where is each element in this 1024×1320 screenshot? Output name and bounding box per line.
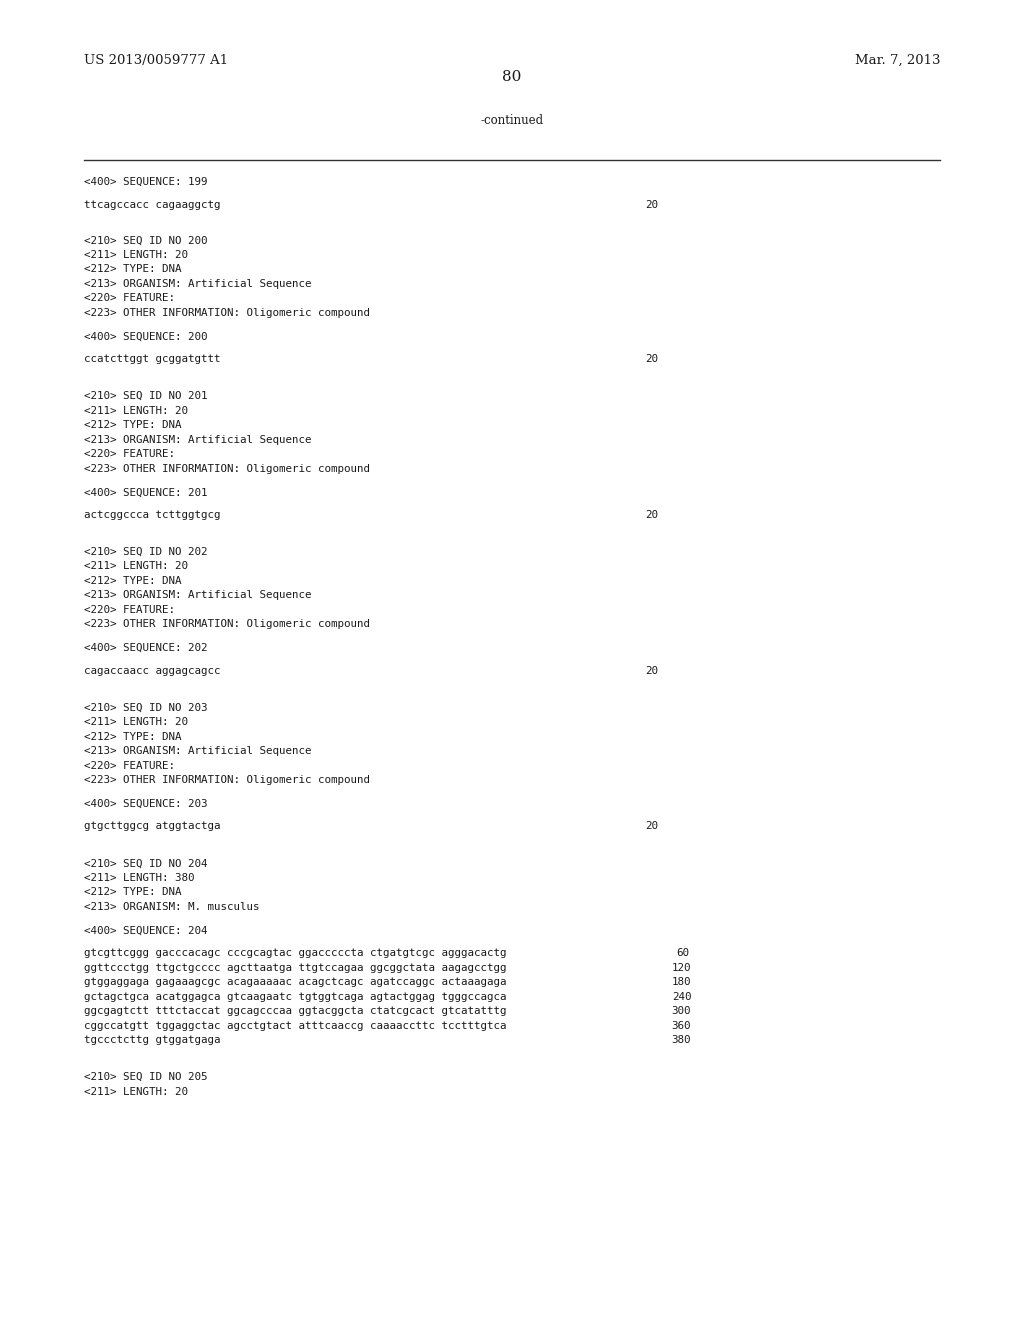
Text: <211> LENGTH: 380: <211> LENGTH: 380 [84,873,195,883]
Text: ccatcttggt gcggatgttt: ccatcttggt gcggatgttt [84,354,220,364]
Text: <212> TYPE: DNA: <212> TYPE: DNA [84,731,181,742]
Text: <220> FEATURE:: <220> FEATURE: [84,605,175,615]
Text: gtcgttcggg gacccacagc cccgcagtac ggacccccta ctgatgtcgc agggacactg: gtcgttcggg gacccacagc cccgcagtac ggacccc… [84,948,507,958]
Text: <213> ORGANISM: Artificial Sequence: <213> ORGANISM: Artificial Sequence [84,434,311,445]
Text: <211> LENGTH: 20: <211> LENGTH: 20 [84,1086,188,1097]
Text: 240: 240 [672,991,691,1002]
Text: -continued: -continued [480,114,544,127]
Text: 80: 80 [503,70,521,83]
Text: <223> OTHER INFORMATION: Oligomeric compound: <223> OTHER INFORMATION: Oligomeric comp… [84,308,370,318]
Text: gtggaggaga gagaaagcgc acagaaaaac acagctcagc agatccaggc actaaagaga: gtggaggaga gagaaagcgc acagaaaaac acagctc… [84,977,507,987]
Text: 120: 120 [672,962,691,973]
Text: 60: 60 [676,948,689,958]
Text: 180: 180 [672,977,691,987]
Text: <212> TYPE: DNA: <212> TYPE: DNA [84,576,181,586]
Text: <211> LENGTH: 20: <211> LENGTH: 20 [84,561,188,572]
Text: 360: 360 [672,1020,691,1031]
Text: 300: 300 [672,1006,691,1016]
Text: <213> ORGANISM: Artificial Sequence: <213> ORGANISM: Artificial Sequence [84,279,311,289]
Text: 20: 20 [645,510,658,520]
Text: <210> SEQ ID NO 203: <210> SEQ ID NO 203 [84,702,208,713]
Text: <213> ORGANISM: Artificial Sequence: <213> ORGANISM: Artificial Sequence [84,590,311,601]
Text: 20: 20 [645,354,658,364]
Text: ggttccctgg ttgctgcccc agcttaatga ttgtccagaa ggcggctata aagagcctgg: ggttccctgg ttgctgcccc agcttaatga ttgtcca… [84,962,507,973]
Text: cagaccaacc aggagcagcc: cagaccaacc aggagcagcc [84,665,220,676]
Text: <210> SEQ ID NO 205: <210> SEQ ID NO 205 [84,1072,208,1082]
Text: <400> SEQUENCE: 201: <400> SEQUENCE: 201 [84,487,208,498]
Text: <400> SEQUENCE: 199: <400> SEQUENCE: 199 [84,177,208,187]
Text: <210> SEQ ID NO 201: <210> SEQ ID NO 201 [84,391,208,401]
Text: <220> FEATURE:: <220> FEATURE: [84,760,175,771]
Text: <223> OTHER INFORMATION: Oligomeric compound: <223> OTHER INFORMATION: Oligomeric comp… [84,463,370,474]
Text: tgccctcttg gtggatgaga: tgccctcttg gtggatgaga [84,1035,220,1045]
Text: <211> LENGTH: 20: <211> LENGTH: 20 [84,249,188,260]
Text: <213> ORGANISM: M. musculus: <213> ORGANISM: M. musculus [84,902,259,912]
Text: <210> SEQ ID NO 204: <210> SEQ ID NO 204 [84,858,208,869]
Text: ttcagccacc cagaaggctg: ttcagccacc cagaaggctg [84,199,220,210]
Text: ggcgagtctt tttctaccat ggcagcccaa ggtacggcta ctatcgcact gtcatatttg: ggcgagtctt tttctaccat ggcagcccaa ggtacgg… [84,1006,507,1016]
Text: 20: 20 [645,199,658,210]
Text: <223> OTHER INFORMATION: Oligomeric compound: <223> OTHER INFORMATION: Oligomeric comp… [84,619,370,630]
Text: cggccatgtt tggaggctac agcctgtact atttcaaccg caaaaccttc tcctttgtca: cggccatgtt tggaggctac agcctgtact atttcaa… [84,1020,507,1031]
Text: <400> SEQUENCE: 200: <400> SEQUENCE: 200 [84,331,208,342]
Text: <210> SEQ ID NO 200: <210> SEQ ID NO 200 [84,235,208,246]
Text: <212> TYPE: DNA: <212> TYPE: DNA [84,420,181,430]
Text: 20: 20 [645,821,658,832]
Text: actcggccca tcttggtgcg: actcggccca tcttggtgcg [84,510,220,520]
Text: <223> OTHER INFORMATION: Oligomeric compound: <223> OTHER INFORMATION: Oligomeric comp… [84,775,370,785]
Text: gctagctgca acatggagca gtcaagaatc tgtggtcaga agtactggag tgggccagca: gctagctgca acatggagca gtcaagaatc tgtggtc… [84,991,507,1002]
Text: <400> SEQUENCE: 204: <400> SEQUENCE: 204 [84,925,208,936]
Text: <220> FEATURE:: <220> FEATURE: [84,293,175,304]
Text: <400> SEQUENCE: 202: <400> SEQUENCE: 202 [84,643,208,653]
Text: <212> TYPE: DNA: <212> TYPE: DNA [84,264,181,275]
Text: 380: 380 [672,1035,691,1045]
Text: <210> SEQ ID NO 202: <210> SEQ ID NO 202 [84,546,208,557]
Text: gtgcttggcg atggtactga: gtgcttggcg atggtactga [84,821,220,832]
Text: <220> FEATURE:: <220> FEATURE: [84,449,175,459]
Text: <400> SEQUENCE: 203: <400> SEQUENCE: 203 [84,799,208,809]
Text: 20: 20 [645,665,658,676]
Text: <211> LENGTH: 20: <211> LENGTH: 20 [84,717,188,727]
Text: <212> TYPE: DNA: <212> TYPE: DNA [84,887,181,898]
Text: <213> ORGANISM: Artificial Sequence: <213> ORGANISM: Artificial Sequence [84,746,311,756]
Text: <211> LENGTH: 20: <211> LENGTH: 20 [84,405,188,416]
Text: Mar. 7, 2013: Mar. 7, 2013 [855,54,940,67]
Text: US 2013/0059777 A1: US 2013/0059777 A1 [84,54,228,67]
